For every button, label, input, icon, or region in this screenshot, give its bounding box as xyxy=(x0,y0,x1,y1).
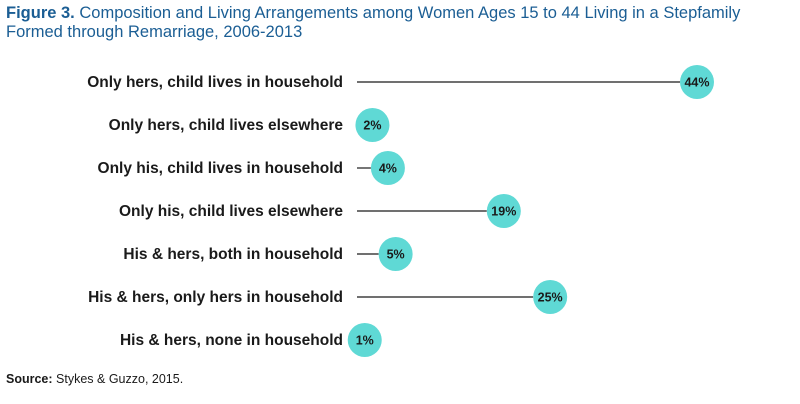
title-text: Composition and Living Arrangements amon… xyxy=(6,4,741,41)
value-bubble xyxy=(486,194,521,228)
source-label: Source: xyxy=(6,372,53,386)
value-label: 19% xyxy=(491,205,516,219)
value-label: 2% xyxy=(363,119,381,133)
category-label: Only hers, child lives in household xyxy=(87,74,343,91)
value-label: 4% xyxy=(379,162,397,176)
value-bubble xyxy=(378,237,413,271)
value-bubble xyxy=(347,323,382,357)
category-label: His & hers, none in household xyxy=(120,332,343,349)
source-text: Stykes & Guzzo, 2015. xyxy=(56,372,184,386)
value-label: 5% xyxy=(387,248,405,262)
category-label: His & hers, only hers in household xyxy=(88,289,343,306)
value-label: 44% xyxy=(684,76,709,90)
category-label: Only his, child lives elsewhere xyxy=(119,203,343,220)
chart-title: Figure 3. Composition and Living Arrange… xyxy=(6,4,796,42)
figure-label: Figure 3. xyxy=(6,4,75,22)
value-bubble xyxy=(680,65,714,99)
category-label: His & hers, both in household xyxy=(123,246,343,263)
value-bubble xyxy=(355,108,390,142)
source-note: Source: Stykes & Guzzo, 2015. xyxy=(6,372,183,386)
value-bubble xyxy=(533,280,568,314)
value-label: 1% xyxy=(356,334,374,348)
value-label: 25% xyxy=(538,291,563,305)
category-label: Only his, child lives in household xyxy=(98,160,343,177)
category-label: Only hers, child lives elsewhere xyxy=(109,117,344,134)
value-bubble xyxy=(370,151,405,185)
